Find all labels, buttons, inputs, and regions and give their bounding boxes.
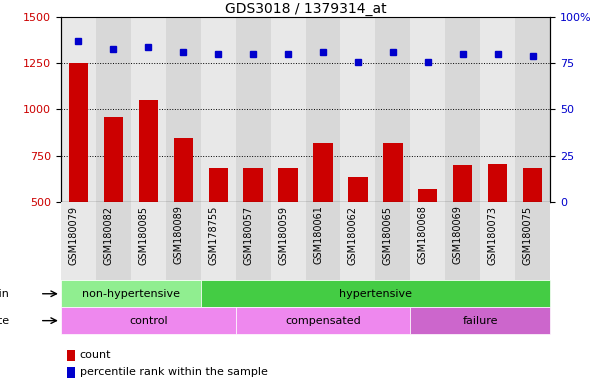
Bar — [418, 189, 438, 202]
Text: control: control — [129, 316, 168, 326]
Bar — [95, 17, 131, 202]
Bar — [209, 167, 228, 202]
Text: GSM180079: GSM180079 — [68, 205, 78, 265]
Title: GDS3018 / 1379314_at: GDS3018 / 1379314_at — [225, 2, 386, 16]
Text: GSM180082: GSM180082 — [103, 205, 113, 265]
Bar — [235, 202, 271, 280]
Bar — [61, 307, 236, 334]
Bar — [61, 202, 95, 280]
Text: GSM180061: GSM180061 — [313, 205, 323, 265]
Bar — [201, 280, 550, 307]
Text: GSM180075: GSM180075 — [523, 205, 533, 265]
Bar — [313, 142, 333, 202]
Bar — [235, 17, 271, 202]
Bar — [201, 202, 235, 280]
Bar — [480, 202, 516, 280]
Text: GSM180062: GSM180062 — [348, 205, 358, 265]
Bar — [165, 202, 201, 280]
Text: GSM180059: GSM180059 — [278, 205, 288, 265]
Text: GSM180068: GSM180068 — [418, 205, 428, 265]
Bar — [201, 17, 235, 202]
Bar — [61, 17, 95, 202]
Bar — [165, 17, 201, 202]
Bar — [410, 202, 445, 280]
Bar — [61, 280, 201, 307]
Text: percentile rank within the sample: percentile rank within the sample — [80, 367, 268, 377]
Text: compensated: compensated — [285, 316, 361, 326]
Text: hypertensive: hypertensive — [339, 289, 412, 299]
Bar — [103, 117, 123, 202]
Text: GSM180085: GSM180085 — [138, 205, 148, 265]
Text: GSM178755: GSM178755 — [208, 205, 218, 265]
Bar — [348, 177, 368, 202]
Bar — [383, 142, 402, 202]
Bar — [131, 202, 165, 280]
Bar — [173, 138, 193, 202]
Bar — [410, 307, 550, 334]
Text: GSM180069: GSM180069 — [453, 205, 463, 265]
Bar — [243, 169, 263, 202]
Text: count: count — [80, 350, 111, 360]
Text: disease state: disease state — [0, 316, 9, 326]
Bar — [271, 202, 305, 280]
Text: failure: failure — [463, 316, 498, 326]
Text: GSM180065: GSM180065 — [383, 205, 393, 265]
Text: GSM180089: GSM180089 — [173, 205, 183, 265]
Bar — [131, 17, 165, 202]
Bar — [523, 169, 542, 202]
Bar — [236, 307, 410, 334]
Bar — [375, 17, 410, 202]
Bar — [445, 202, 480, 280]
Bar — [271, 17, 305, 202]
Bar — [488, 164, 508, 202]
Bar — [376, 202, 410, 280]
Bar — [139, 100, 158, 202]
Bar — [453, 165, 472, 202]
Bar — [515, 17, 550, 202]
Bar — [305, 17, 340, 202]
Bar — [410, 17, 445, 202]
Bar — [305, 202, 340, 280]
Bar — [69, 63, 88, 202]
Bar — [340, 17, 375, 202]
Bar — [445, 17, 480, 202]
Text: strain: strain — [0, 289, 9, 299]
Bar — [278, 169, 298, 202]
Text: non-hypertensive: non-hypertensive — [81, 289, 180, 299]
Text: GSM180057: GSM180057 — [243, 205, 253, 265]
Bar — [340, 202, 375, 280]
Bar — [480, 17, 515, 202]
Text: GSM180073: GSM180073 — [488, 205, 498, 265]
Bar — [96, 202, 131, 280]
Bar — [515, 202, 550, 280]
